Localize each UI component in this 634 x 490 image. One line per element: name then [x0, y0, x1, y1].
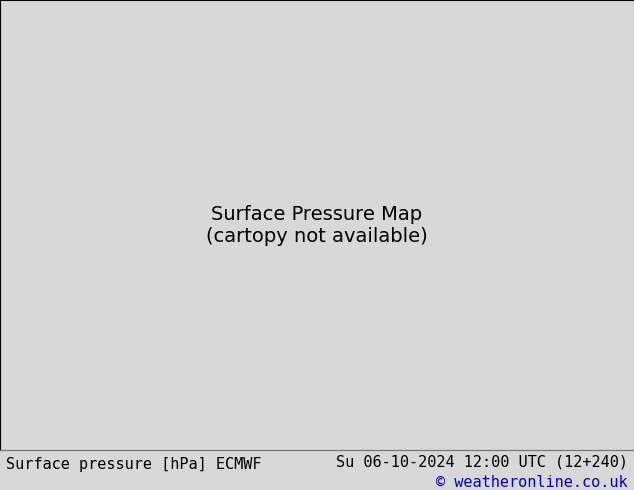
Text: Su 06-10-2024 12:00 UTC (12+240): Su 06-10-2024 12:00 UTC (12+240) — [335, 455, 628, 469]
Text: Surface Pressure Map
(cartopy not available): Surface Pressure Map (cartopy not availa… — [206, 204, 428, 245]
Text: © weatheronline.co.uk: © weatheronline.co.uk — [436, 474, 628, 490]
Text: Surface pressure [hPa] ECMWF: Surface pressure [hPa] ECMWF — [6, 457, 262, 471]
